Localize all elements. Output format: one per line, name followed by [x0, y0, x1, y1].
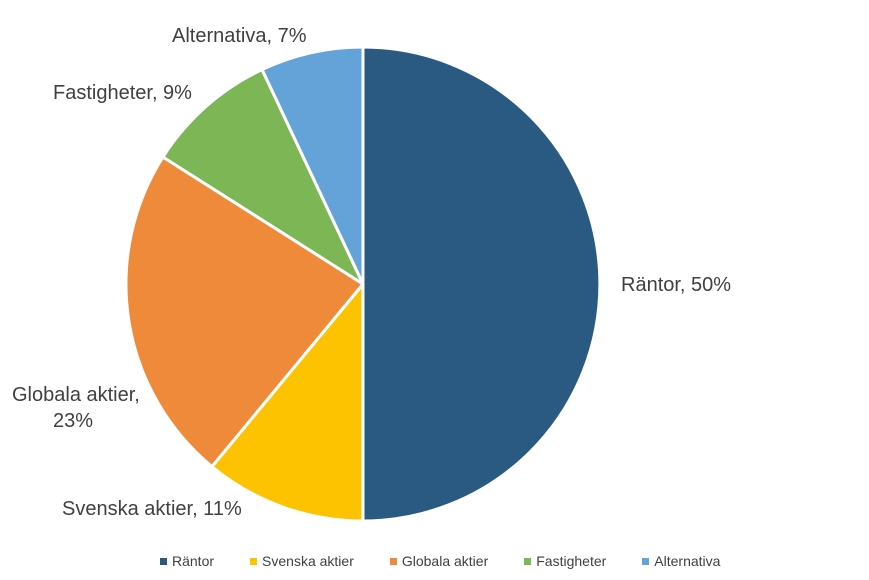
- legend-swatch: [642, 557, 650, 565]
- pie-slice-globala-aktier[interactable]: [124, 155, 365, 469]
- legend-item-rantor[interactable]: Räntor: [160, 553, 214, 569]
- legend-item-alternativa[interactable]: Alternativa: [642, 553, 720, 569]
- legend-item-fastigheter[interactable]: Fastigheter: [524, 553, 606, 569]
- data-label: Svenska aktier, 11%: [62, 498, 242, 520]
- legend-label: Fastigheter: [536, 553, 607, 569]
- legend-item-globala-aktier[interactable]: Globala aktier: [389, 553, 489, 569]
- data-label: Globala aktier, 23%: [12, 384, 140, 432]
- legend-item-svenska-aktier[interactable]: Svenska aktier: [250, 553, 354, 569]
- data-label: Alternativa, 7%: [172, 25, 307, 47]
- pie-slice-svenska-aktier[interactable]: [210, 282, 365, 523]
- legend-label: Räntor: [172, 553, 215, 569]
- legend-label: Globala aktier: [401, 553, 489, 569]
- pie-labels: Räntor, 50% Svenska aktier, 11% Globala ak…: [12, 25, 731, 520]
- legend-swatch: [389, 557, 397, 565]
- legend-label: Alternativa: [654, 553, 721, 569]
- legend-swatch: [160, 557, 167, 565]
- data-label: Räntor, 50%: [621, 274, 731, 296]
- legend-swatch: [250, 557, 258, 565]
- legend-label: Svenska aktier: [262, 553, 354, 569]
- pie-slice-r-ntor[interactable]: [361, 45, 602, 523]
- pie-slice-fastigheter[interactable]: [161, 68, 365, 286]
- chart-legend: Räntor Svenska aktier Globala aktier Fas…: [160, 553, 756, 569]
- legend-swatch: [524, 557, 532, 565]
- data-label: Fastigheter, 9%: [53, 82, 192, 104]
- pie-slice-alternativa[interactable]: [260, 45, 365, 286]
- pie-slices: [124, 45, 602, 523]
